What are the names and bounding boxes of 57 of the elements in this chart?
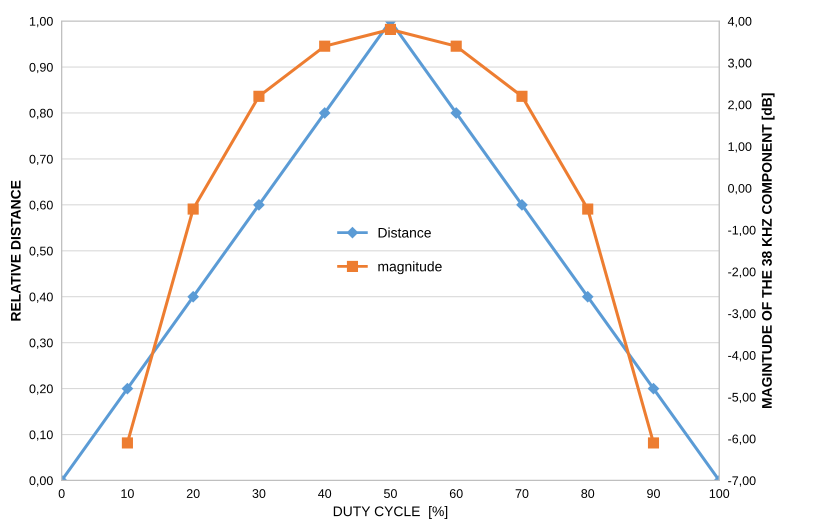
y2-tick-label: -2,00 xyxy=(728,267,756,278)
y2-axis-title: MAGINTUDE OF THE 38 KHZ COMPONENT [dB] xyxy=(762,93,775,408)
y-tick-label: 0,60 xyxy=(29,200,53,211)
y2-tick-label: -1,00 xyxy=(728,226,756,236)
y-tick-label: 1,00 xyxy=(30,16,53,28)
point xyxy=(582,291,594,302)
x-tick-label: 40 xyxy=(318,489,332,498)
point xyxy=(648,383,660,394)
point xyxy=(188,291,199,302)
x-tick-label: 10 xyxy=(121,489,134,498)
x-tick-label: 30 xyxy=(252,489,266,498)
y2-tick-label: -3,00 xyxy=(728,309,756,320)
point xyxy=(319,107,330,119)
y-tick-label: 0,30 xyxy=(29,338,53,349)
x-tick-label: 100 xyxy=(710,489,730,498)
x-tick-label: 70 xyxy=(516,489,528,498)
x-axis-title: DUTY CYCLE [%] xyxy=(334,506,448,519)
y-tick-label: 0,40 xyxy=(29,292,53,303)
legend-label: magnitude xyxy=(378,261,442,274)
point xyxy=(384,24,396,36)
point xyxy=(319,40,330,52)
point xyxy=(516,199,528,210)
x-tick-label: 20 xyxy=(186,489,200,498)
point xyxy=(253,199,265,210)
point xyxy=(122,437,133,448)
point xyxy=(122,383,134,394)
point xyxy=(582,203,594,215)
point xyxy=(450,107,462,119)
y2-tick-label: 2,00 xyxy=(728,100,752,111)
y2-tick-label: -7,00 xyxy=(728,476,756,487)
y2-tick-label: 0,00 xyxy=(728,184,752,194)
y-tick-label: 0,70 xyxy=(29,154,53,166)
point xyxy=(253,90,264,102)
x-tick-label: 80 xyxy=(581,489,594,498)
x-tick-label: 50 xyxy=(384,489,397,498)
point xyxy=(188,203,199,215)
y-tick-label: 0,00 xyxy=(29,476,53,487)
y-tick-label: 0,20 xyxy=(29,384,53,395)
point xyxy=(648,437,660,448)
y-axis-title: RELATIVE DISTANCE xyxy=(10,180,21,321)
y-tick-label: 0,50 xyxy=(29,246,53,257)
y2-tick-label: 3,00 xyxy=(728,58,752,70)
point xyxy=(516,90,528,102)
point xyxy=(450,40,462,52)
x-tick-label: 0 xyxy=(58,489,65,498)
y2-tick-label: -5,00 xyxy=(728,392,756,404)
x-tick-label: 60 xyxy=(450,489,463,498)
x-tick-label: 90 xyxy=(647,489,660,498)
y2-tick-label: 4,00 xyxy=(728,16,752,28)
line-series xyxy=(62,21,720,480)
y-tick-label: 0,90 xyxy=(29,62,53,74)
y2-tick-label: -6,00 xyxy=(728,434,756,445)
legend-label: Distance xyxy=(378,227,431,238)
y-tick-label: 0,10 xyxy=(29,430,53,441)
y2-tick-label: 1,00 xyxy=(728,142,752,153)
y2-tick-label: -4,00 xyxy=(728,351,756,362)
y-tick-label: 0,80 xyxy=(29,108,53,120)
